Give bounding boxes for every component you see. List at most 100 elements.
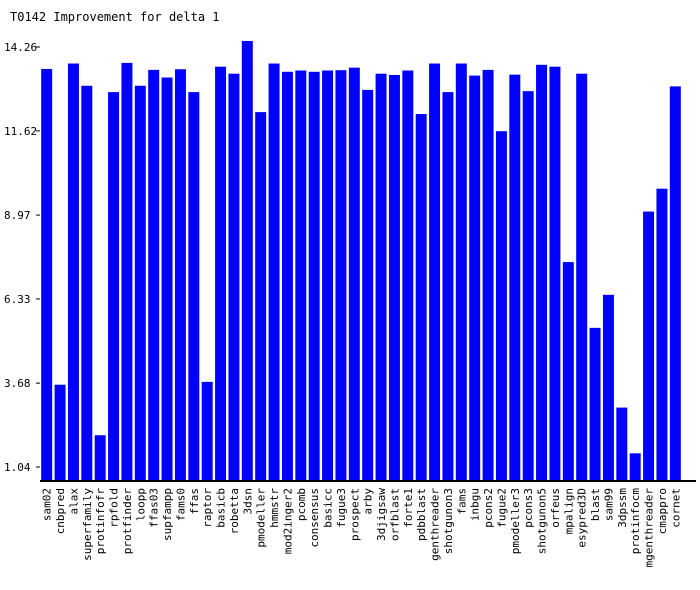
y-tick-label: 1.04 xyxy=(4,461,31,474)
bar xyxy=(589,327,601,481)
x-tick-label: blast xyxy=(589,488,602,521)
bar xyxy=(429,63,441,482)
bar xyxy=(308,71,320,481)
x-tick-label: 3dpssm xyxy=(616,488,629,528)
x-tick-label: inbgu xyxy=(469,488,482,521)
bar xyxy=(67,63,79,482)
bar xyxy=(616,407,628,481)
bar xyxy=(335,70,347,481)
bar xyxy=(268,63,280,482)
x-tick-label: pcons2 xyxy=(482,488,495,528)
x-tick-label: sam99 xyxy=(602,488,615,521)
x-tick-label: genthreader xyxy=(429,488,442,561)
bar xyxy=(201,381,213,481)
x-tick-label: mod2inger2 xyxy=(281,488,294,554)
x-tick-label: superfamily xyxy=(81,488,94,561)
bar xyxy=(469,75,481,481)
bar xyxy=(482,69,494,481)
x-tick-label: robetta xyxy=(228,488,241,534)
x-tick-label: pdbblast xyxy=(415,488,428,541)
bar xyxy=(54,384,66,481)
y-axis-ticks: 1.04 3.68 6.33 8.97 11.62 14.26 xyxy=(4,41,40,474)
x-tick-label: consensus xyxy=(308,488,321,548)
bar xyxy=(415,114,427,482)
bar xyxy=(215,66,227,482)
bar xyxy=(576,73,588,482)
x-tick-label: protinfofr xyxy=(94,488,107,555)
y-tick-label: 3.68 xyxy=(4,377,31,390)
bar xyxy=(148,69,160,481)
x-tick-label: cnbpred xyxy=(54,488,67,534)
bar xyxy=(455,63,467,482)
bar xyxy=(402,70,414,482)
x-tick-label: basicc xyxy=(322,488,335,528)
x-tick-label: 3djigsaw xyxy=(375,488,388,541)
x-tick-label: pmodeller3 xyxy=(509,488,522,554)
bar xyxy=(509,74,521,481)
x-tick-label: 3dsn xyxy=(241,488,254,515)
x-tick-label: sam02 xyxy=(41,488,54,521)
bar xyxy=(362,89,374,482)
x-tick-label: arby xyxy=(362,488,375,515)
x-tick-label: ffas03 xyxy=(148,488,161,528)
x-tick-label: mpalign xyxy=(562,488,575,534)
bar xyxy=(161,77,173,482)
bar xyxy=(549,66,561,482)
x-tick-label: shotgunon5 xyxy=(536,488,549,554)
bar xyxy=(322,70,334,482)
y-tick-label: 11.62 xyxy=(4,125,37,138)
bar xyxy=(228,73,240,482)
bar xyxy=(495,131,507,481)
bar xyxy=(536,64,548,481)
x-tick-label: pcons3 xyxy=(522,488,535,528)
bar xyxy=(134,85,146,481)
bar xyxy=(94,435,106,481)
bar xyxy=(41,68,53,482)
x-tick-label: loopp xyxy=(134,488,147,521)
y-tick-label: 6.33 xyxy=(4,293,31,306)
bar xyxy=(388,74,400,481)
bar xyxy=(255,112,267,481)
x-tick-label: orfeus xyxy=(549,488,562,528)
x-tick-label: pcomb xyxy=(295,488,308,521)
bar xyxy=(375,73,387,482)
bar xyxy=(656,188,668,481)
x-tick-label: alax xyxy=(67,488,80,515)
bar xyxy=(522,91,534,481)
x-tick-label: protfinder xyxy=(121,488,134,555)
bar xyxy=(108,92,120,481)
x-tick-label: raptor xyxy=(201,488,214,528)
x-tick-label: fugue2 xyxy=(495,488,508,528)
x-axis-labels: sam02 cnbpred alax superfamily protinfofr rpf… xyxy=(41,488,683,568)
bar xyxy=(643,211,655,481)
bars xyxy=(41,40,681,482)
x-tick-label: rpfold xyxy=(108,488,121,528)
x-tick-label: supfampp xyxy=(161,488,174,541)
x-tick-label: cornet xyxy=(669,488,682,528)
x-tick-label: protinfocm xyxy=(629,488,642,555)
bar xyxy=(442,92,454,481)
bar xyxy=(81,85,93,481)
bar xyxy=(281,71,293,481)
bar xyxy=(241,40,253,482)
x-tick-label: prospect xyxy=(348,488,361,541)
bar xyxy=(348,67,360,482)
x-tick-label: hmmstr xyxy=(268,488,281,528)
x-tick-label: fams0 xyxy=(174,488,187,521)
x-tick-label: fams xyxy=(455,488,468,515)
x-tick-label: cmappro xyxy=(656,488,669,534)
x-tick-label: pmodeller xyxy=(255,488,268,548)
x-tick-label: basicb xyxy=(215,488,228,528)
bar xyxy=(602,294,614,481)
x-tick-label: shotgunon3 xyxy=(442,488,455,554)
bar xyxy=(174,69,186,482)
bar xyxy=(669,86,681,481)
bar xyxy=(188,92,200,481)
y-tick-label: 8.97 xyxy=(4,209,31,222)
x-tick-label: esypred3D xyxy=(576,488,589,548)
bar xyxy=(121,62,133,482)
bar xyxy=(562,262,574,481)
x-tick-label: fugue3 xyxy=(335,488,348,528)
bar xyxy=(295,70,307,482)
